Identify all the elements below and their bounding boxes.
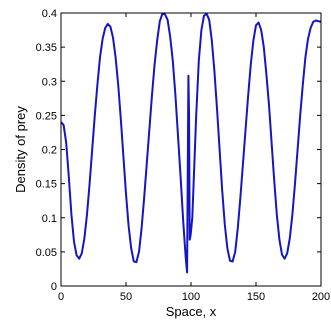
y-tick-label: 0.4 bbox=[42, 8, 57, 20]
y-tick-label: 0 bbox=[51, 281, 57, 293]
x-tick-label: 150 bbox=[247, 291, 265, 303]
x-tick-label: 50 bbox=[120, 291, 132, 303]
y-tick-label: 0.25 bbox=[36, 110, 57, 122]
x-axis-label: Space, x bbox=[166, 304, 217, 319]
y-tick-label: 0.35 bbox=[36, 42, 57, 54]
prey-density-line bbox=[60, 12, 322, 274]
y-tick-label: 0.1 bbox=[42, 213, 57, 225]
x-tick-label: 200 bbox=[312, 291, 330, 303]
y-tick-label: 0.05 bbox=[36, 247, 57, 259]
y-tick-label: 0.3 bbox=[42, 76, 57, 88]
y-axis-label: Density of prey bbox=[13, 106, 28, 193]
y-ticks: 0 0.05 0.1 0.15 0.2 0.25 0.3 0.35 0.4 bbox=[36, 8, 321, 293]
plot-frame bbox=[60, 12, 322, 287]
x-tick-label: 100 bbox=[182, 291, 200, 303]
y-tick-label: 0.2 bbox=[42, 145, 57, 157]
x-ticks: 0 50 100 150 200 bbox=[58, 13, 330, 303]
x-tick-label: 0 bbox=[58, 291, 64, 303]
y-tick-label: 0.15 bbox=[36, 179, 57, 191]
series-group bbox=[60, 12, 322, 274]
